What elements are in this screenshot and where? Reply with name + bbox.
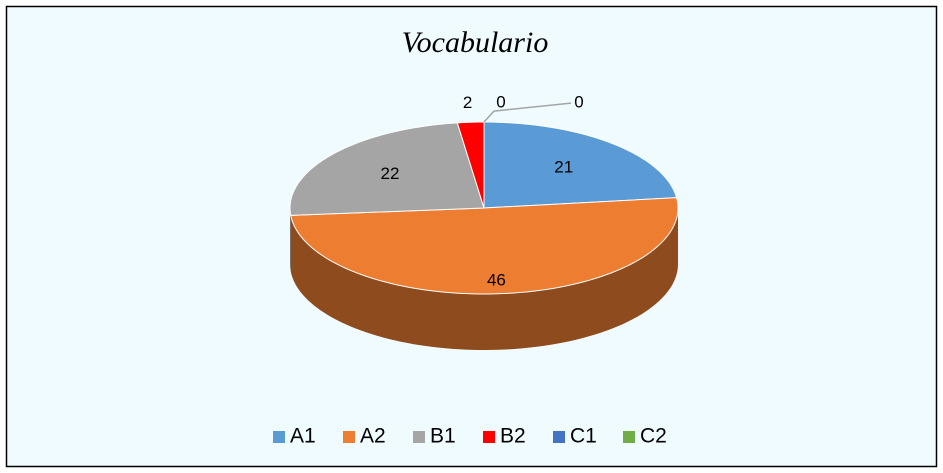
legend-label: C1 xyxy=(570,425,597,448)
leader-line xyxy=(483,102,572,123)
data-label: 22 xyxy=(381,164,400,183)
data-label: 21 xyxy=(554,158,573,177)
legend-swatch xyxy=(273,431,285,443)
legend-swatch xyxy=(343,431,355,443)
pie-side xyxy=(290,208,291,272)
legend-label: A2 xyxy=(360,425,386,448)
data-label: 2 xyxy=(463,93,472,112)
legend-swatch xyxy=(623,431,635,443)
pie-slice xyxy=(290,197,679,295)
legend-label: B1 xyxy=(430,425,456,448)
pie-slice xyxy=(289,122,485,216)
pie-tops xyxy=(289,121,679,295)
legend-swatch xyxy=(553,431,565,443)
pie-sides xyxy=(290,208,678,350)
pie-slice xyxy=(483,121,678,209)
data-label: 0 xyxy=(574,93,583,112)
chart-title: Vocabulario xyxy=(402,26,549,59)
data-label: 0 xyxy=(496,93,505,112)
legend-label: C2 xyxy=(640,425,667,448)
legend-label: B2 xyxy=(500,425,526,448)
legend-label: A1 xyxy=(290,425,316,448)
legend-swatch xyxy=(413,431,425,443)
legend-swatch xyxy=(483,431,495,443)
pie-side xyxy=(290,208,678,350)
data-label: 46 xyxy=(487,271,506,290)
